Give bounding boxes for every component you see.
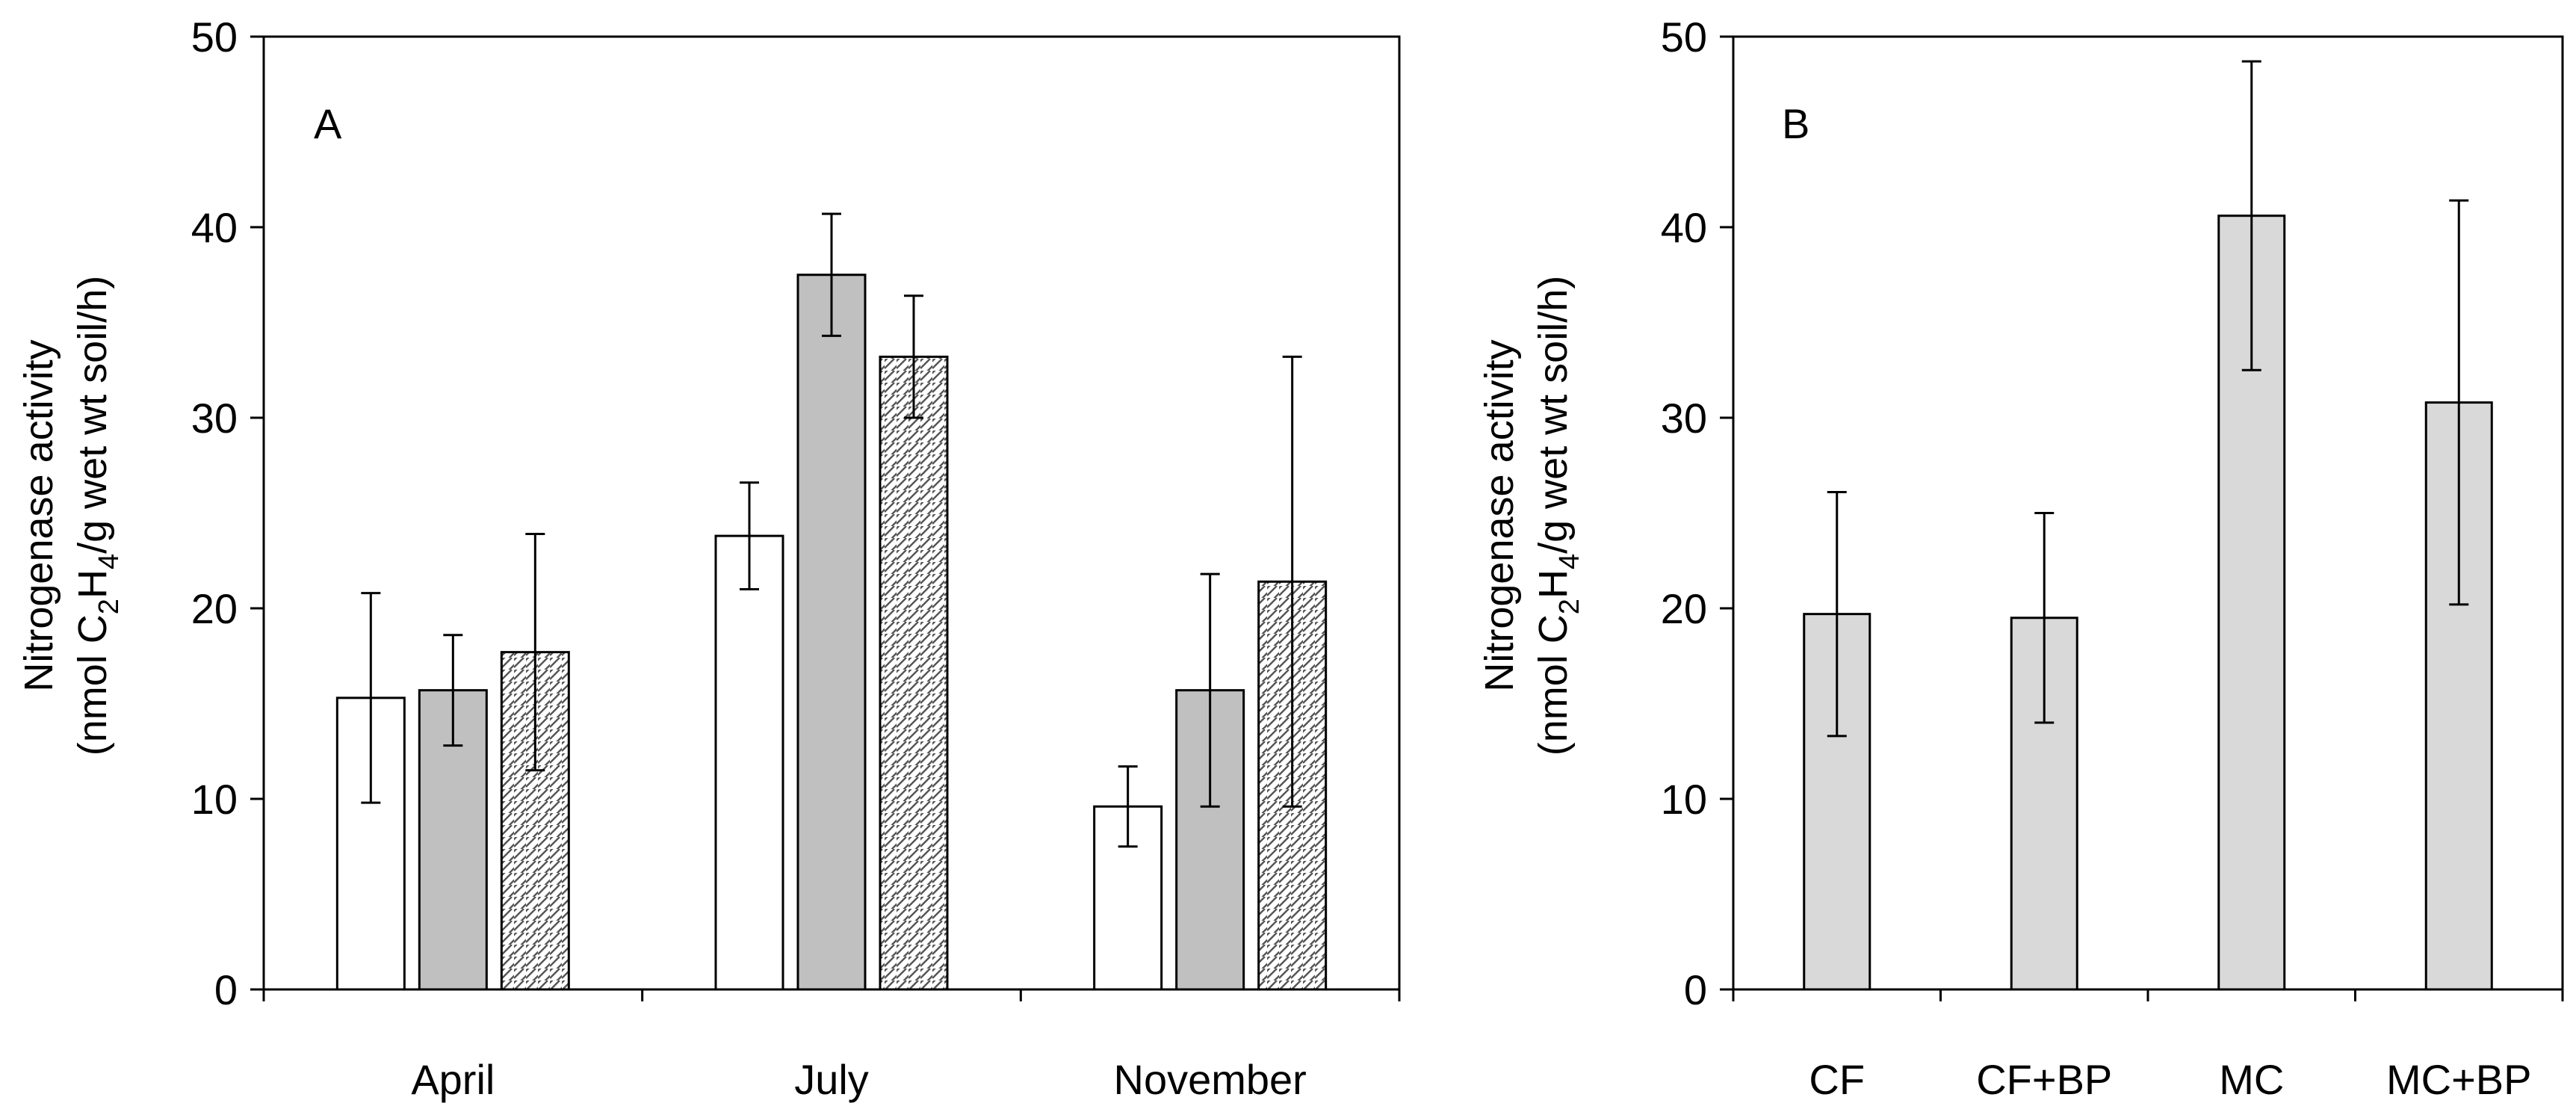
panel-a-ylabel-line2: (nmol C2H4/g wet wt soil/h): [70, 276, 125, 756]
panel-a-letter: A: [314, 100, 342, 147]
panel-b-category-label: MC: [2219, 1056, 2284, 1103]
panel-b: Nitrogenase activity (nmol C2H4/g wet wt…: [1477, 13, 2564, 1103]
panel-a-ytick-label: 40: [191, 204, 238, 251]
panel-b-ylabel-line2: (nmol C2H4/g wet wt soil/h): [1531, 276, 1585, 756]
panel-a: Nitrogenase activity (nmol C2H4/g wet wt…: [16, 13, 1401, 1103]
panel-a-ytick-label: 50: [191, 13, 238, 61]
panel-a-bars: [335, 212, 1328, 991]
panel-a-bar-series-1: [714, 534, 784, 991]
panel-b-bars: [1803, 60, 2493, 991]
panel-b-ytick-label: 0: [1684, 966, 1707, 1013]
panel-a-ytick-label: 10: [191, 776, 238, 823]
panel-b-ytick-label: 50: [1661, 13, 1707, 61]
panel-a-category-label: April: [411, 1056, 495, 1103]
panel-a-ytick-label: 0: [214, 966, 238, 1013]
panel-b-category-label: CF: [1809, 1056, 1865, 1103]
panel-a-bar-series-3: [879, 355, 949, 991]
panel-b-ylabel: Nitrogenase activity (nmol C2H4/g wet wt…: [1477, 276, 1585, 756]
panel-b-ylabel-line1: Nitrogenase activity: [1477, 339, 1522, 691]
panel-a-ytick-label: 30: [191, 395, 238, 442]
panel-b-ytick-label: 20: [1661, 585, 1707, 632]
panel-a-axes: 0 10 20 30 40 50 April July November: [191, 13, 1401, 1103]
panel-b-letter: B: [1782, 100, 1809, 147]
panel-a-category-label: November: [1114, 1056, 1307, 1103]
panel-b-category-label: CF+BP: [1976, 1056, 2112, 1103]
panel-a-ylabel-line1: Nitrogenase activity: [16, 339, 61, 691]
panel-b-category-label: MC+BP: [2386, 1056, 2532, 1103]
panel-b-ytick-label: 30: [1661, 395, 1707, 442]
panel-a-bar-series-2: [796, 274, 867, 991]
panel-a-ylabel: Nitrogenase activity (nmol C2H4/g wet wt…: [16, 276, 125, 756]
panel-b-ytick-label: 10: [1661, 776, 1707, 823]
panel-a-category-label: July: [794, 1056, 869, 1103]
panel-a-ytick-label: 20: [191, 585, 238, 632]
panel-b-axes: 0 10 20 30 40 50 CF CF+BP MC MC+BP: [1661, 13, 2564, 1103]
panel-b-ytick-label: 40: [1661, 204, 1707, 251]
